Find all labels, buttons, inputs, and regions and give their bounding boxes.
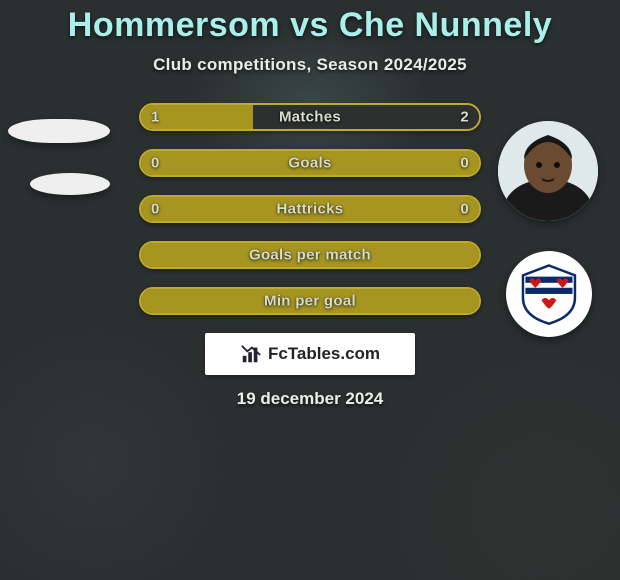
stat-label: Matches bbox=[279, 109, 341, 126]
bar-chart-icon bbox=[240, 343, 262, 365]
stat-row: Goals per match bbox=[139, 241, 481, 269]
stat-row: 0 0 Hattricks bbox=[139, 195, 481, 223]
date-text: 19 december 2024 bbox=[237, 389, 384, 409]
stat-row: Min per goal bbox=[139, 287, 481, 315]
stat-row: 0 0 Goals bbox=[139, 149, 481, 177]
player2-name: Che Nunnely bbox=[339, 6, 552, 44]
stat-value-left: 0 bbox=[151, 155, 160, 172]
player2-avatar bbox=[498, 121, 598, 221]
stat-value-left: 0 bbox=[151, 201, 160, 218]
club1-crest-placeholder bbox=[30, 173, 110, 195]
stats-area: 1 2 Matches 0 0 Goals 0 0 Hattricks Goals per mat… bbox=[0, 103, 620, 315]
stat-value-right: 0 bbox=[460, 201, 469, 218]
stat-label: Goals per match bbox=[249, 247, 371, 264]
infographic-container: Hommersom vs Che Nunnely Club competitio… bbox=[0, 0, 620, 580]
player1-avatar-placeholder bbox=[8, 119, 110, 143]
stat-label: Goals bbox=[288, 155, 331, 172]
player-portrait-icon bbox=[498, 121, 598, 221]
stat-value-left: 1 bbox=[151, 109, 160, 126]
brand-badge: FcTables.com bbox=[205, 333, 415, 375]
brand-text: FcTables.com bbox=[268, 344, 380, 364]
vs-separator: vs bbox=[290, 6, 329, 44]
stat-value-right: 0 bbox=[460, 155, 469, 172]
heerenveen-crest-icon bbox=[518, 263, 580, 325]
subtitle: Club competitions, Season 2024/2025 bbox=[153, 55, 467, 75]
stat-label: Hattricks bbox=[277, 201, 344, 218]
club2-crest bbox=[506, 251, 592, 337]
stat-bars: 1 2 Matches 0 0 Goals 0 0 Hattricks Goals per mat… bbox=[139, 103, 481, 315]
player1-name: Hommersom bbox=[68, 6, 280, 44]
stat-value-right: 2 bbox=[460, 109, 469, 126]
page-title: Hommersom vs Che Nunnely bbox=[68, 6, 552, 45]
stat-label: Min per goal bbox=[264, 293, 356, 310]
stat-row: 1 2 Matches bbox=[139, 103, 481, 131]
